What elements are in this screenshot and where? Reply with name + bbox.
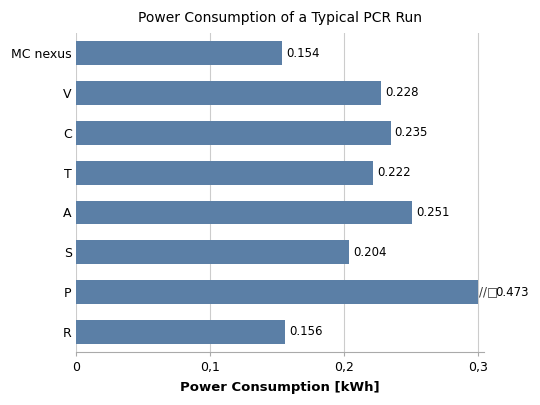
Text: 0.154: 0.154 xyxy=(286,47,320,60)
Bar xyxy=(76,200,412,224)
Text: 0.204: 0.204 xyxy=(353,246,387,259)
Text: 0.228: 0.228 xyxy=(386,87,419,100)
Bar xyxy=(76,320,285,344)
Bar xyxy=(76,241,349,264)
Text: 0.156: 0.156 xyxy=(289,326,322,339)
Bar xyxy=(76,81,381,105)
Bar xyxy=(76,41,282,65)
Text: 0.235: 0.235 xyxy=(395,126,428,139)
Bar xyxy=(76,121,390,145)
Text: //□: //□ xyxy=(479,286,498,298)
Text: 0.251: 0.251 xyxy=(416,206,450,219)
Bar xyxy=(76,161,373,185)
X-axis label: Power Consumption [kWh]: Power Consumption [kWh] xyxy=(180,381,380,394)
Text: 0.473: 0.473 xyxy=(495,286,529,298)
Title: Power Consumption of a Typical PCR Run: Power Consumption of a Typical PCR Run xyxy=(138,11,422,25)
Text: 0.222: 0.222 xyxy=(377,166,411,179)
Bar xyxy=(76,280,478,304)
